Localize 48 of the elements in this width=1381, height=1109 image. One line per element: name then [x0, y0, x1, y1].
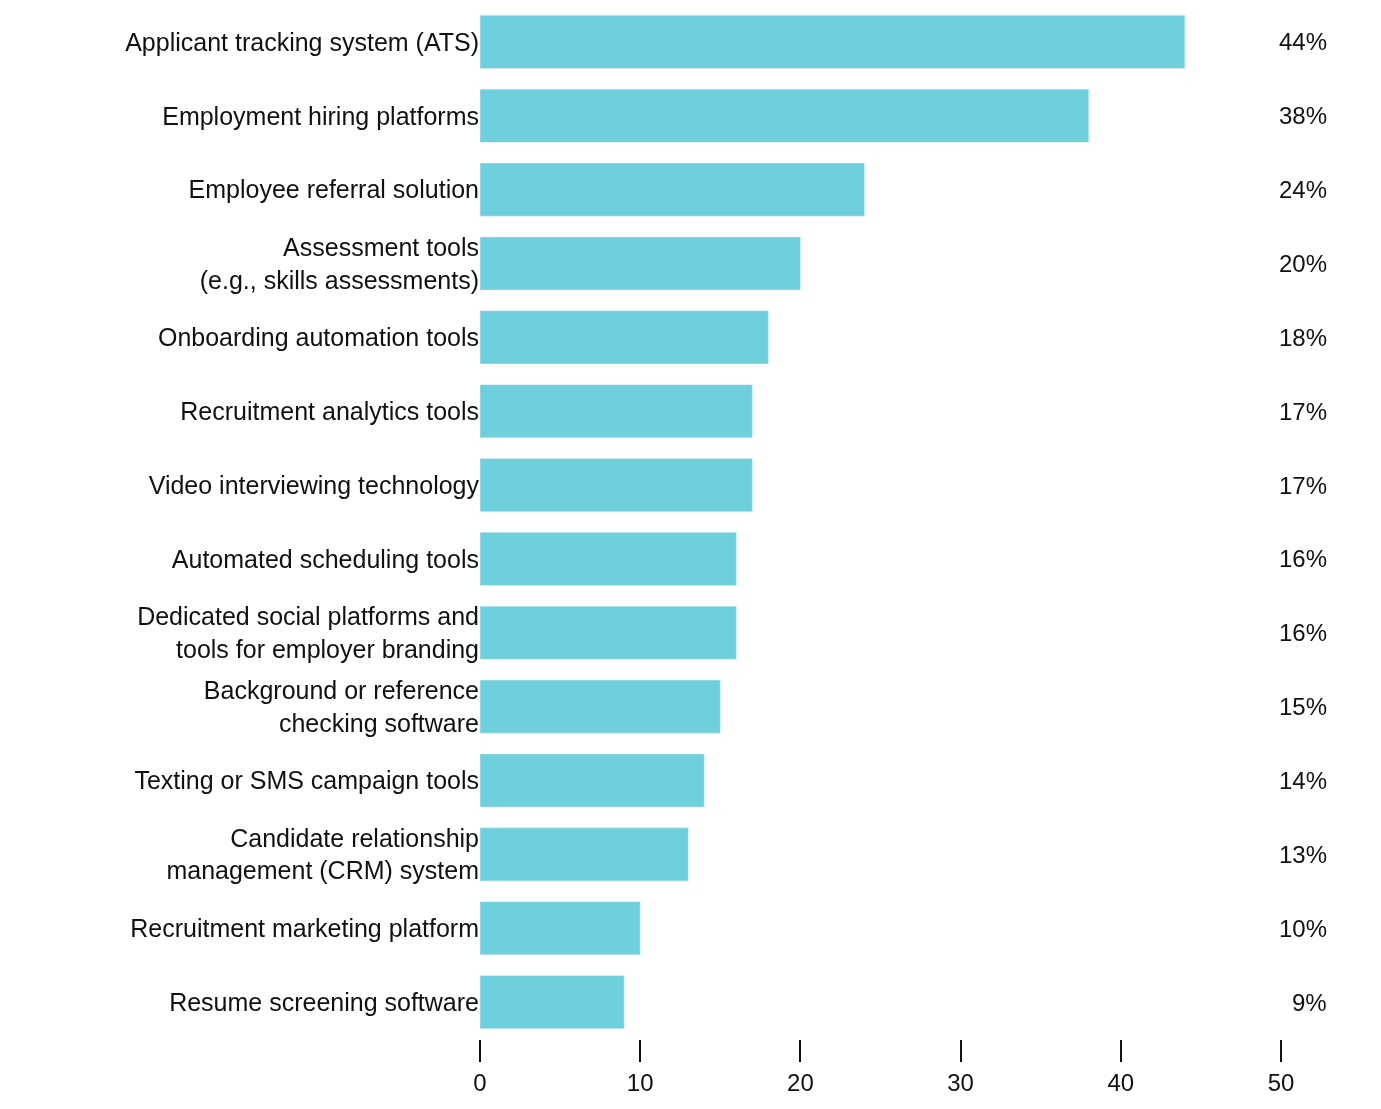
- data-label: 17%: [1279, 398, 1328, 425]
- bar: [480, 753, 705, 808]
- bar: [480, 827, 689, 882]
- x-tick-label: 10: [626, 1068, 654, 1096]
- y-tick-label: Resume screening software: [169, 987, 479, 1016]
- y-tick-label: Employee referral solution: [188, 175, 479, 204]
- bar: [480, 458, 753, 512]
- data-label: 16%: [1279, 545, 1328, 572]
- y-tick-label: Background or reference checking software: [203, 676, 479, 737]
- x-tick-label: 30: [947, 1068, 974, 1096]
- data-label: 9%: [1292, 989, 1327, 1016]
- data-label: 14%: [1279, 767, 1328, 794]
- data-label: 15%: [1279, 693, 1328, 720]
- y-tick-label: Employment hiring platforms: [162, 101, 479, 130]
- data-label: 13%: [1279, 841, 1328, 868]
- y-tick-label: Automated scheduling tools: [171, 544, 479, 573]
- y-tick-label: Recruitment marketing platform: [130, 913, 479, 942]
- data-label: 17%: [1279, 472, 1328, 499]
- bar: [480, 15, 1186, 69]
- y-tick-label: Candidate relationship management (CRM) system: [166, 823, 479, 885]
- y-tick-label: Applicant tracking system (ATS): [125, 27, 479, 56]
- bar: [480, 310, 769, 365]
- y-tick-label: Assessment tools (e.g., skills assessments): [199, 233, 479, 294]
- data-label: 16%: [1279, 619, 1328, 646]
- bar: [480, 679, 721, 734]
- bar: [480, 384, 753, 439]
- x-tick-label: 0: [473, 1068, 487, 1096]
- data-label: 10%: [1279, 915, 1328, 942]
- y-tick-label: Texting or SMS campaign tools: [134, 766, 479, 795]
- y-tick-label: Video interviewing technology: [148, 470, 480, 499]
- y-tick-label: Onboarding automation tools: [157, 323, 479, 352]
- bar: [480, 236, 801, 291]
- bar: [480, 901, 641, 956]
- bar: [480, 88, 1090, 143]
- data-label: 24%: [1279, 176, 1328, 203]
- y-tick-label: Recruitment analytics tools: [180, 396, 479, 425]
- data-label: 44%: [1279, 28, 1328, 55]
- x-tick-label: 50: [1267, 1068, 1295, 1096]
- data-label: 38%: [1279, 102, 1328, 129]
- bar: [480, 532, 737, 586]
- bar: [480, 162, 865, 217]
- y-tick-label: Dedicated social platforms and tools for employer branding: [137, 602, 479, 663]
- x-tick-label: 20: [787, 1068, 814, 1096]
- data-label: 20%: [1279, 250, 1328, 277]
- x-tick-label: 40: [1107, 1068, 1135, 1096]
- bar: [480, 605, 737, 660]
- bar: [480, 975, 625, 1029]
- data-label: 18%: [1279, 324, 1328, 351]
